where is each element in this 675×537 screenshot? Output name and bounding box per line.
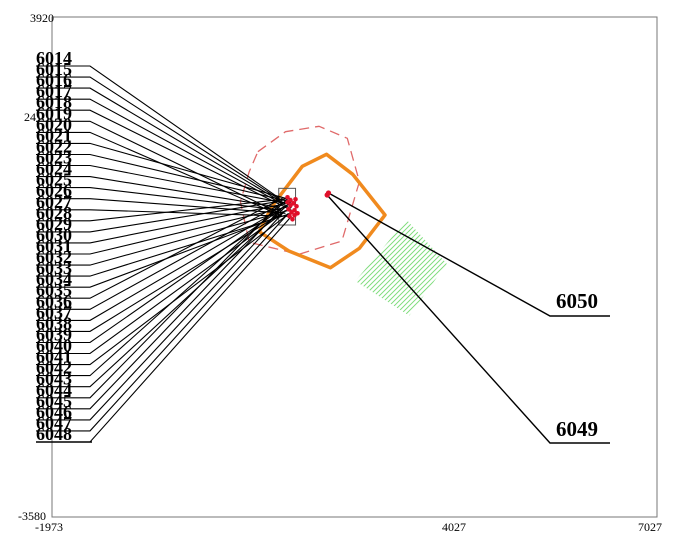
stack-label-6038: 6038 <box>36 313 72 333</box>
region-dashed <box>239 125 361 255</box>
y-tick-top: 3920 <box>30 11 54 25</box>
stack-label-6030: 6030 <box>36 225 72 245</box>
callout-line-6049 <box>326 194 610 444</box>
cluster-point <box>287 214 292 219</box>
leader-line-6039 <box>36 209 280 344</box>
regions-layer <box>239 125 447 316</box>
callout-label-6050: 6050 <box>556 289 598 313</box>
leader-line-6033 <box>36 212 292 277</box>
leader-line-6036 <box>36 200 286 310</box>
stack-label-6020: 6020 <box>36 114 72 134</box>
leader-line-6045 <box>36 206 283 410</box>
y-tick-bottom: -3580 <box>18 509 46 523</box>
leader-line-6027 <box>36 209 289 217</box>
cluster-point <box>289 210 294 215</box>
stack-label-6021: 6021 <box>36 125 72 145</box>
leader-lines-layer <box>36 65 610 444</box>
leader-line-6020 <box>36 131 283 217</box>
stack-label-6047: 6047 <box>36 413 72 433</box>
stack-label-6033: 6033 <box>36 258 72 278</box>
leader-line-6040 <box>36 212 283 355</box>
cluster-point <box>285 195 290 200</box>
x-tick-2: 7027 <box>638 520 662 534</box>
stack-label-6031: 6031 <box>36 236 72 256</box>
y-tick-mid: 24 <box>24 110 36 124</box>
plot-frame <box>51 16 658 518</box>
leader-line-6025 <box>36 187 283 211</box>
stack-label-6028: 6028 <box>36 203 72 223</box>
leader-line-6023 <box>36 164 292 205</box>
stack-label-6035: 6035 <box>36 280 72 300</box>
leader-line-6041 <box>36 215 286 366</box>
stack-label-6026: 6026 <box>36 181 72 201</box>
callout-line-6050 <box>328 192 610 317</box>
leader-line-6044 <box>36 203 280 399</box>
stack-label-6015: 6015 <box>36 59 72 79</box>
stack-label-6046: 6046 <box>36 402 72 422</box>
cluster-point <box>294 204 299 209</box>
point-6049 <box>324 192 330 198</box>
stack-label-6027: 6027 <box>36 192 72 212</box>
callout-label-6049: 6049 <box>556 417 598 441</box>
stack-label-6022: 6022 <box>36 137 72 157</box>
leader-line-6022 <box>36 153 289 202</box>
x-tick-0: -1973 <box>35 520 63 534</box>
stack-label-6032: 6032 <box>36 247 72 267</box>
stack-label-6036: 6036 <box>36 291 72 311</box>
stack-label-6043: 6043 <box>36 369 72 389</box>
leader-line-6048 <box>36 215 292 443</box>
leader-line-6021 <box>36 142 286 199</box>
leader-line-6031 <box>36 206 286 255</box>
cluster-point <box>286 207 291 212</box>
stack-label-6037: 6037 <box>36 302 72 322</box>
stack-label-6018: 6018 <box>36 92 72 112</box>
leader-line-6032 <box>36 209 289 266</box>
stack-label-6048: 6048 <box>36 424 72 444</box>
leader-line-6017 <box>36 98 289 208</box>
leader-line-6043 <box>36 200 292 388</box>
cluster-point <box>293 197 298 202</box>
stack-label-6016: 6016 <box>36 70 72 90</box>
stack-label-6017: 6017 <box>36 81 72 101</box>
leader-line-6037 <box>36 203 289 321</box>
stack-label-6029: 6029 <box>36 214 72 234</box>
points-layer <box>285 190 332 222</box>
leader-line-6047 <box>36 212 289 432</box>
leader-line-6014 <box>36 65 280 199</box>
labels-layer: 6014601560166017601860196020602160226023… <box>36 48 598 444</box>
stack-label-6025: 6025 <box>36 170 72 190</box>
leader-line-6030 <box>36 203 283 244</box>
cluster-point <box>290 217 295 222</box>
stack-label-6045: 6045 <box>36 391 72 411</box>
x-tick-1: 4027 <box>442 520 466 534</box>
leader-line-6046 <box>36 209 286 421</box>
leader-line-6028 <box>36 197 292 222</box>
leader-line-6015 <box>36 76 283 202</box>
leader-line-6035 <box>36 197 283 299</box>
leader-line-6019 <box>36 120 280 214</box>
stack-label-6044: 6044 <box>36 380 72 400</box>
stack-label-6034: 6034 <box>36 269 72 289</box>
cluster-point <box>285 200 290 205</box>
stack-label-6024: 6024 <box>36 159 72 179</box>
stack-label-6019: 6019 <box>36 103 72 123</box>
leader-line-6029 <box>36 200 280 233</box>
stack-label-6039: 6039 <box>36 325 72 345</box>
leader-line-6026 <box>36 198 286 214</box>
leader-line-6018 <box>36 109 292 211</box>
stack-label-6041: 6041 <box>36 347 72 367</box>
cluster-point <box>292 213 297 218</box>
stack-label-6040: 6040 <box>36 336 72 356</box>
stack-label-6023: 6023 <box>36 148 72 168</box>
stack-label-6014: 6014 <box>36 48 72 68</box>
stack-label-6042: 6042 <box>36 358 72 378</box>
leader-line-6016 <box>36 87 286 205</box>
leader-line-6042 <box>36 197 289 377</box>
cluster-point <box>288 203 293 208</box>
leader-line-6024 <box>36 176 280 208</box>
region-hatched-green <box>355 219 447 316</box>
